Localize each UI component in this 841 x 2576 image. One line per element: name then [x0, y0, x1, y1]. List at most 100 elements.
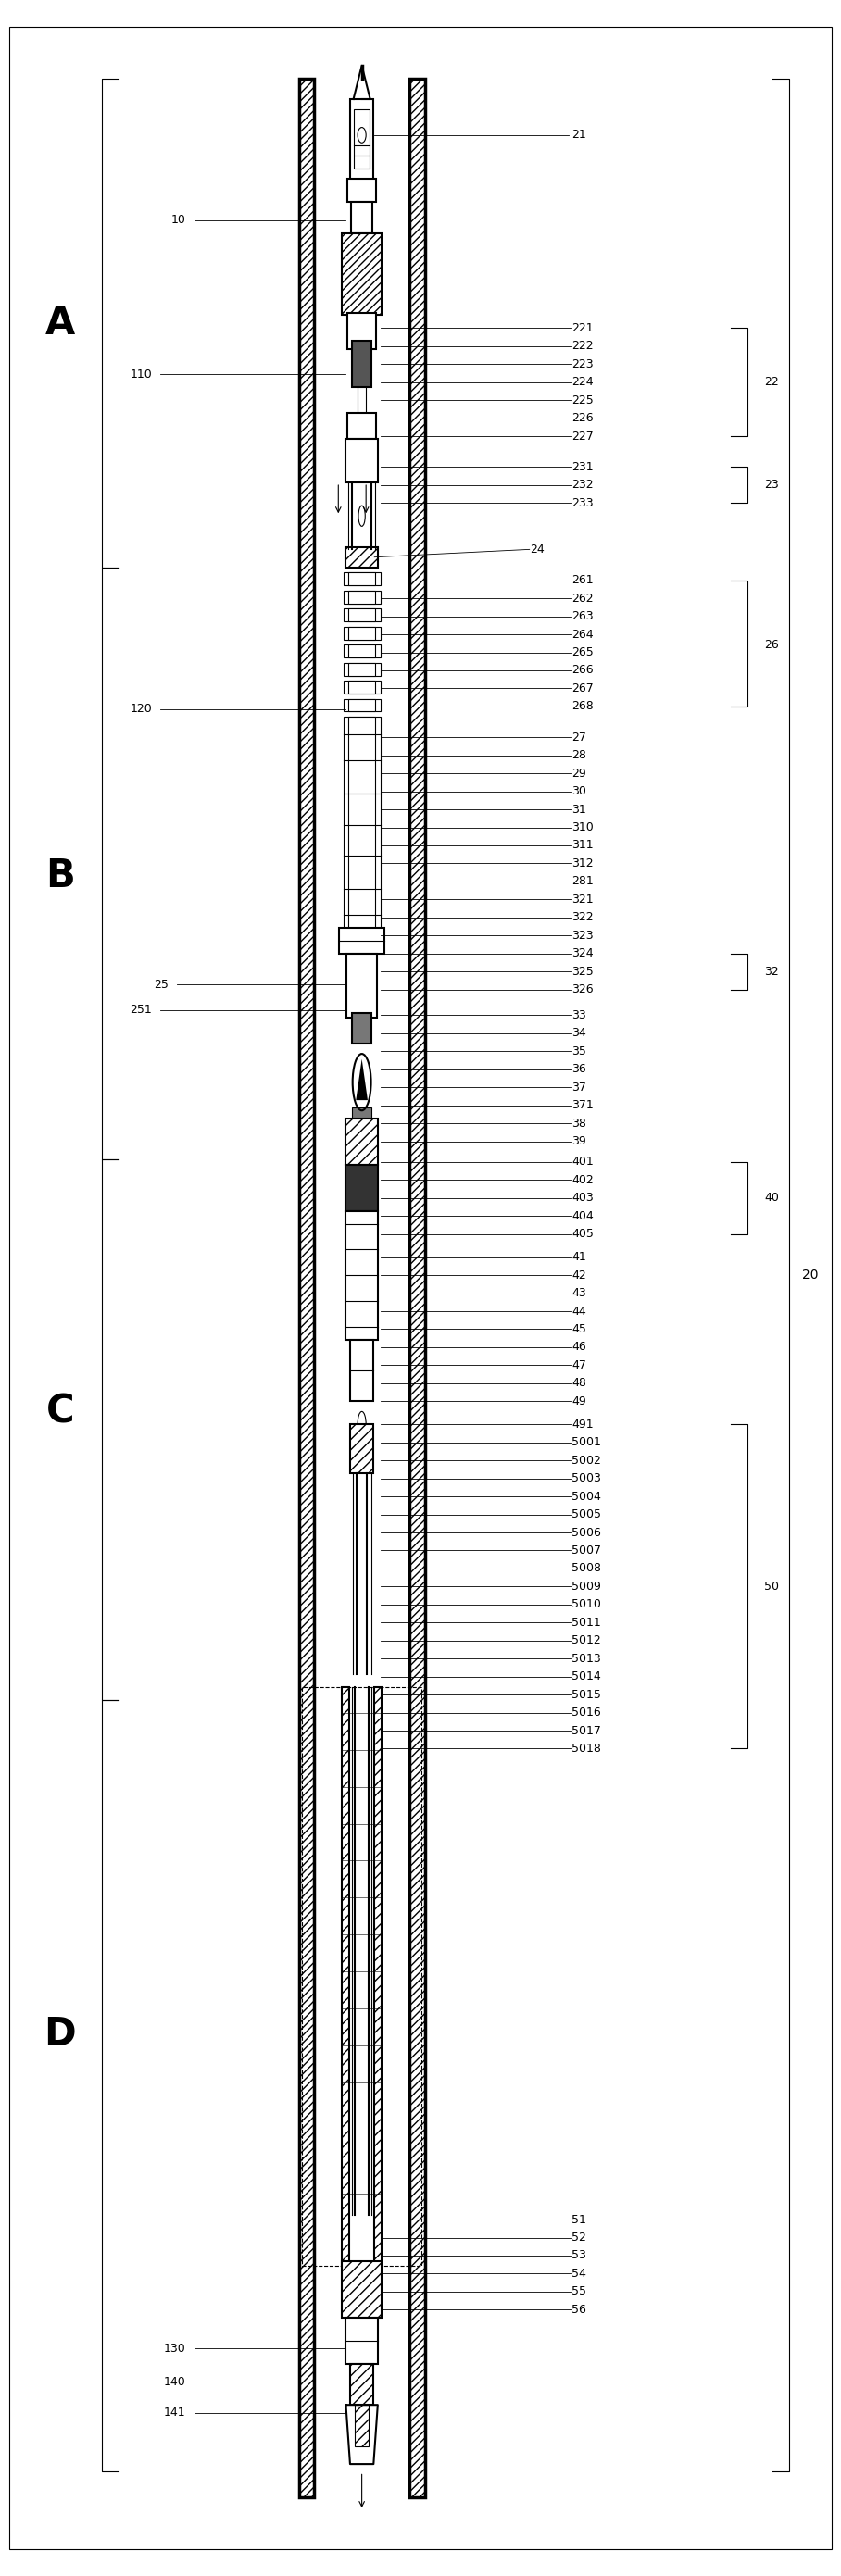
Text: 20: 20: [802, 1267, 818, 1283]
Text: 264: 264: [571, 629, 593, 641]
Bar: [348, 680, 375, 693]
Bar: [347, 178, 376, 201]
Bar: [348, 644, 375, 657]
Text: 5011: 5011: [571, 1618, 600, 1628]
Text: 5017: 5017: [571, 1723, 601, 1736]
Text: 227: 227: [571, 430, 594, 443]
Text: 56: 56: [571, 2303, 586, 2316]
Text: 22: 22: [764, 376, 779, 389]
Text: D: D: [44, 2014, 76, 2053]
Text: 34: 34: [571, 1028, 586, 1038]
Text: 323: 323: [571, 930, 593, 940]
Text: 5001: 5001: [571, 1437, 601, 1448]
Text: 491: 491: [571, 1419, 593, 1430]
Bar: [346, 1118, 378, 1164]
Bar: [352, 1108, 372, 1118]
Bar: [346, 953, 377, 1018]
Text: 140: 140: [164, 2375, 186, 2388]
Bar: [343, 572, 380, 585]
Bar: [354, 108, 369, 167]
Text: 55: 55: [571, 2285, 586, 2298]
Bar: [348, 626, 375, 639]
Text: 233: 233: [571, 497, 593, 510]
Text: B: B: [45, 858, 75, 896]
Text: 110: 110: [130, 368, 152, 381]
Text: 35: 35: [571, 1046, 586, 1056]
Bar: [343, 716, 380, 933]
Text: 23: 23: [764, 479, 779, 492]
Text: 325: 325: [571, 966, 594, 976]
Text: 37: 37: [571, 1082, 586, 1092]
Text: 47: 47: [571, 1360, 586, 1370]
Bar: [343, 662, 380, 675]
Bar: [343, 680, 380, 693]
Text: 5004: 5004: [571, 1492, 601, 1502]
Bar: [343, 608, 380, 621]
Text: 221: 221: [571, 322, 593, 335]
Text: 130: 130: [164, 2342, 186, 2354]
Text: 371: 371: [571, 1100, 594, 1110]
Bar: [348, 698, 375, 711]
Text: 31: 31: [571, 804, 586, 817]
Text: 281: 281: [571, 876, 594, 886]
Text: 222: 222: [571, 340, 593, 353]
Text: 405: 405: [571, 1229, 594, 1239]
Text: 44: 44: [571, 1306, 586, 1316]
Bar: [355, 2406, 368, 2447]
Text: 321: 321: [571, 894, 593, 904]
Bar: [350, 1425, 373, 1473]
Text: 403: 403: [571, 1193, 594, 1203]
Bar: [343, 644, 380, 657]
Text: 42: 42: [571, 1270, 586, 1280]
Text: 43: 43: [571, 1288, 586, 1298]
Bar: [346, 1164, 378, 1211]
Text: 30: 30: [571, 786, 586, 799]
Text: 28: 28: [571, 750, 586, 762]
Text: 251: 251: [130, 1005, 152, 1015]
Bar: [343, 626, 380, 639]
Text: 401: 401: [571, 1157, 594, 1167]
Text: 5007: 5007: [571, 1546, 601, 1556]
Bar: [348, 608, 375, 621]
Text: 33: 33: [571, 1010, 586, 1020]
Text: 27: 27: [571, 732, 586, 744]
Text: 48: 48: [571, 1378, 586, 1388]
Bar: [346, 1211, 378, 1340]
Text: 232: 232: [571, 479, 593, 492]
Polygon shape: [356, 1059, 368, 1100]
Bar: [348, 572, 375, 585]
Text: 21: 21: [571, 129, 586, 142]
Text: 10: 10: [171, 214, 186, 227]
Text: 5016: 5016: [571, 1705, 600, 1718]
Ellipse shape: [357, 126, 366, 142]
Text: 225: 225: [571, 394, 594, 407]
Text: 5009: 5009: [571, 1582, 601, 1592]
Bar: [346, 438, 378, 482]
Text: 261: 261: [571, 574, 593, 587]
Text: 41: 41: [571, 1252, 586, 1262]
Bar: [347, 412, 376, 438]
Bar: [343, 590, 380, 603]
Text: 5013: 5013: [571, 1654, 600, 1664]
Text: 5018: 5018: [571, 1741, 601, 1754]
Text: 265: 265: [571, 647, 594, 659]
Text: A: A: [45, 304, 75, 343]
Text: 266: 266: [571, 665, 593, 677]
Text: 263: 263: [571, 611, 593, 623]
Text: 5002: 5002: [571, 1455, 601, 1466]
Text: 24: 24: [530, 544, 544, 556]
Bar: [350, 1340, 373, 1401]
Text: 50: 50: [764, 1582, 779, 1592]
Text: 324: 324: [571, 948, 593, 958]
Text: 5005: 5005: [571, 1510, 601, 1520]
Bar: [341, 1687, 349, 2267]
Bar: [348, 716, 375, 933]
Text: 226: 226: [571, 412, 593, 425]
Text: 5015: 5015: [571, 1690, 601, 1700]
Text: 5008: 5008: [571, 1564, 601, 1574]
Bar: [302, 1687, 421, 2267]
Polygon shape: [346, 2406, 378, 2465]
Bar: [347, 312, 376, 348]
Text: 51: 51: [571, 2213, 586, 2226]
Bar: [351, 201, 373, 232]
